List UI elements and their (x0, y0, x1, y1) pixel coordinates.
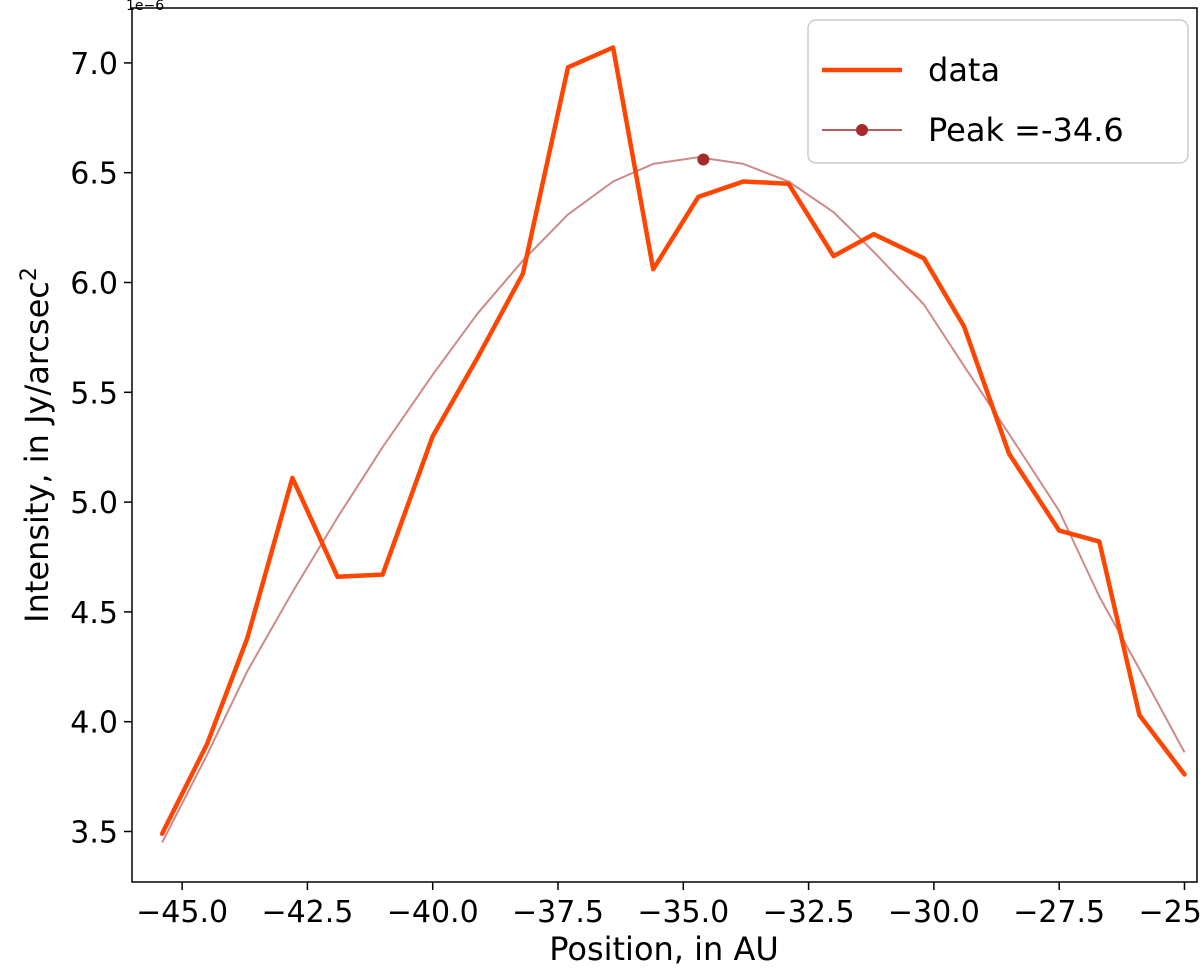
x-tick-label: −35.0 (637, 895, 729, 930)
legend-label-data: data (928, 51, 1000, 89)
y-tick-label: 6.0 (70, 266, 118, 301)
x-tick-labels: −45.0 −42.5 −40.0 −37.5 −35.0 −32.5 −30.0 −27.5… (136, 895, 1200, 930)
peak-marker (697, 153, 710, 166)
y-tick-label: 6.5 (70, 157, 118, 192)
x-tick-label: −40.0 (387, 895, 479, 930)
plot-frame (131, 7, 1198, 883)
legend-label-peak: Peak =-34.6 (928, 111, 1124, 149)
x-tick-label: −25.0 (1139, 895, 1200, 930)
legend: data Peak =-34.6 (807, 19, 1189, 164)
legend-box (807, 19, 1189, 164)
y-tick-label: 3.5 (70, 815, 118, 850)
y-axis-label-text: Intensity, in Jy/arcsec (18, 281, 56, 623)
y-tick-label: 7.0 (70, 47, 118, 82)
x-axis-label: Position, in AU (549, 930, 779, 968)
y-tick-label: 5.0 (70, 486, 118, 521)
x-tick-label: −32.5 (763, 895, 855, 930)
x-tick-label: −45.0 (136, 895, 228, 930)
y-tick-labels: 3.5 4.0 4.5 5.0 5.5 6.0 6.5 7.0 (70, 47, 118, 851)
series-line-data (159, 45, 1187, 836)
axis-ticks (124, 62, 1186, 890)
y-axis-label: Intensity, in Jy/arcsec2 (17, 267, 56, 623)
legend-peak-marker (856, 124, 868, 136)
x-tick-label: −27.5 (1013, 895, 1105, 930)
x-tick-label: −37.5 (512, 895, 604, 930)
y-tick-label: 5.5 (70, 376, 118, 411)
y-offset-label: 1e−6 (126, 0, 164, 14)
y-tick-label: 4.0 (70, 706, 118, 741)
y-tick-label: 4.5 (70, 596, 118, 631)
x-tick-label: −42.5 (261, 895, 353, 930)
y-axis-label-superscript: 2 (17, 267, 42, 281)
x-tick-label: −30.0 (888, 895, 980, 930)
series-line-peak-fit (161, 156, 1186, 843)
series-layer (159, 45, 1187, 843)
